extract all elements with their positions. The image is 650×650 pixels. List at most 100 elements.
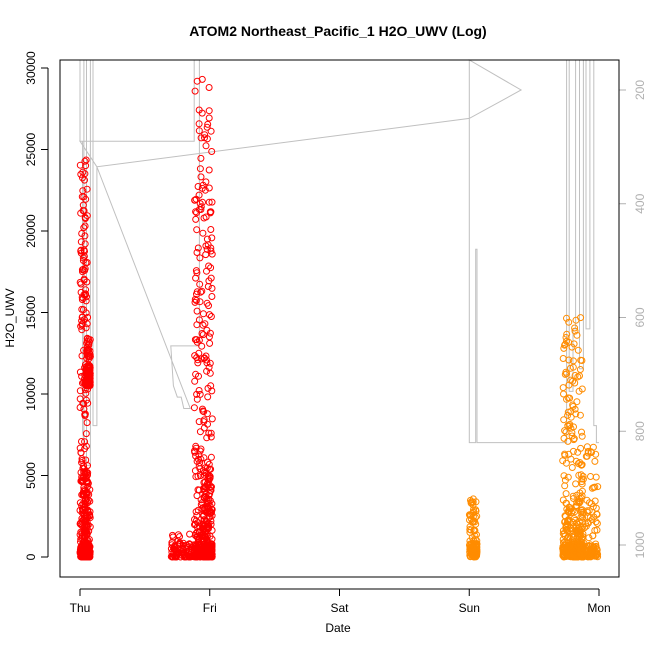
data-point: [193, 249, 201, 256]
data-point: [571, 327, 579, 335]
data-point: [77, 280, 85, 288]
data-point: [80, 224, 88, 232]
data-point: [196, 390, 204, 398]
data-point: [207, 552, 215, 560]
data-point: [179, 541, 187, 549]
data-point: [78, 326, 86, 334]
data-point: [207, 453, 215, 461]
data-point: [573, 552, 581, 560]
data-point: [584, 542, 592, 550]
data-point: [208, 293, 216, 300]
data-point: [470, 552, 478, 560]
x-tick-label: Thu: [70, 601, 91, 615]
data-point: [81, 247, 88, 255]
data-point: [578, 432, 586, 440]
data-point: [196, 165, 204, 173]
data-point: [592, 518, 600, 526]
data-point: [574, 373, 582, 381]
data-point: [208, 500, 216, 508]
data-point: [205, 198, 213, 206]
data-point: [573, 398, 581, 406]
data-point: [198, 287, 206, 295]
data-point: [593, 549, 601, 557]
data-point: [198, 109, 206, 117]
data-point: [84, 521, 92, 529]
data-point: [196, 428, 204, 436]
data-point: [192, 274, 200, 282]
data-point: [77, 288, 85, 296]
data-point: [192, 208, 200, 216]
data-point: [200, 354, 208, 362]
data-point: [199, 331, 207, 339]
data-point: [191, 295, 199, 303]
y-tick-label: 15000: [24, 295, 38, 329]
data-point: [200, 454, 208, 462]
data-point: [473, 531, 480, 539]
data-point: [77, 170, 85, 178]
data-point: [583, 496, 591, 504]
data-point: [471, 532, 479, 540]
data-point: [200, 493, 208, 501]
data-point: [170, 542, 178, 550]
data-point: [191, 196, 199, 204]
data-point: [208, 148, 216, 155]
data-point: [203, 267, 210, 275]
data-point: [572, 410, 580, 418]
y-tick-label: 20000: [24, 214, 38, 248]
data-point: [206, 532, 214, 540]
data-point: [207, 549, 215, 557]
data-point: [193, 390, 201, 398]
data-point: [174, 537, 182, 545]
data-point: [568, 429, 576, 437]
data-point: [205, 492, 213, 500]
data-point: [573, 519, 581, 527]
data-point: [205, 107, 213, 115]
data-point: [575, 387, 583, 395]
data-point: [79, 265, 87, 273]
data-point: [197, 288, 205, 296]
data-point: [82, 309, 90, 317]
data-point: [77, 238, 85, 246]
data-point: [80, 529, 88, 537]
data-point: [85, 353, 93, 361]
data-point: [568, 509, 575, 517]
data-point: [560, 472, 568, 480]
data-point: [574, 346, 582, 354]
data-point: [83, 477, 91, 485]
data-point: [192, 370, 200, 378]
data-point: [80, 512, 88, 519]
data-point: [206, 359, 214, 367]
y2-tick-label: 1000: [633, 531, 647, 558]
data-point: [591, 497, 599, 505]
data-point: [594, 483, 602, 491]
data-point: [192, 508, 200, 516]
data-point: [572, 457, 580, 465]
data-point: [194, 244, 202, 252]
data-point: [193, 209, 201, 217]
data-point: [201, 483, 209, 491]
data-point: [194, 486, 202, 494]
data-point: [206, 509, 214, 517]
data-point: [208, 540, 216, 548]
data-point: [207, 247, 215, 255]
data-point: [560, 344, 568, 352]
data-point: [169, 531, 176, 539]
y-tick-label: 30000: [24, 51, 38, 85]
data-point: [78, 293, 86, 301]
x-tick-label: Fri: [203, 601, 217, 615]
data-point: [80, 252, 88, 260]
data-point: [78, 438, 85, 445]
data-point: [81, 157, 89, 165]
data-point: [577, 314, 585, 322]
data-point: [84, 462, 91, 470]
data-point: [561, 370, 569, 378]
data-point: [469, 498, 477, 506]
data-point: [566, 364, 574, 372]
data-point: [201, 131, 209, 139]
data-point: [206, 369, 214, 377]
data-point: [576, 366, 584, 373]
data-point: [77, 449, 85, 457]
data-point: [200, 512, 208, 520]
data-point: [578, 536, 586, 544]
data-point: [573, 502, 581, 510]
